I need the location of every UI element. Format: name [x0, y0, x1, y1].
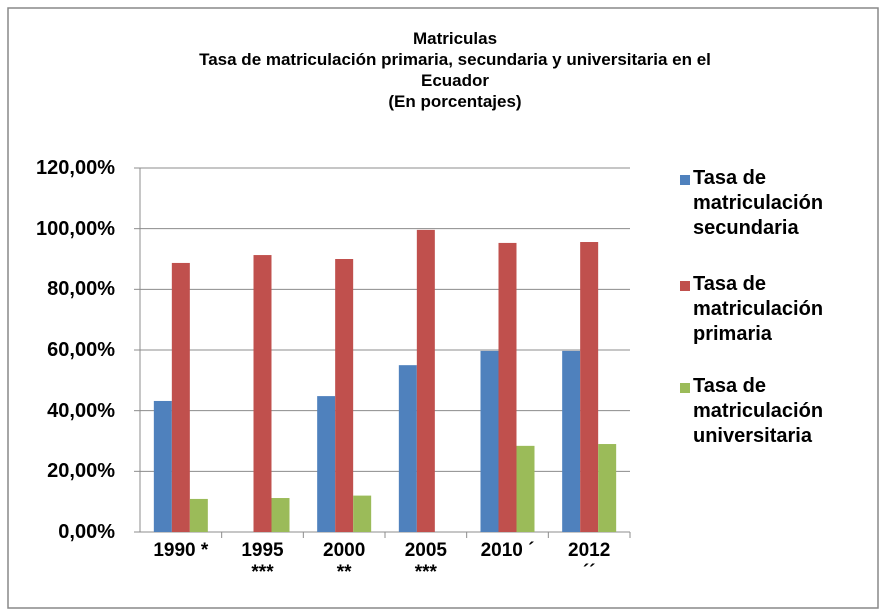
y-tick-label: 20,00%	[47, 460, 115, 483]
legend-swatch	[680, 175, 690, 185]
bar	[335, 259, 354, 532]
x-tick-label: 1990 *	[153, 540, 209, 561]
chart-subtitle: Tasa de matriculación primaria, secundar…	[199, 50, 711, 90]
x-tick-label: 1995 ***	[241, 540, 284, 583]
y-tick-label: 120,00%	[36, 157, 115, 179]
bar	[562, 350, 581, 532]
chart-title: Matriculas	[412, 29, 498, 48]
x-tick-label: 2010 ´	[480, 540, 535, 561]
bar	[480, 350, 499, 532]
legend-label: Tasa de matriculación secundaria	[693, 167, 824, 239]
chart-border	[7, 7, 879, 609]
y-tick-label: 100,00%	[36, 217, 115, 240]
legend-swatch	[680, 383, 690, 393]
bar	[189, 498, 208, 532]
titles: Matriculas Tasa de matriculación primari…	[90, 28, 820, 112]
bar	[498, 242, 517, 532]
chart-units: (En porcentajes)	[388, 92, 522, 111]
bar	[253, 255, 272, 532]
bar	[580, 242, 599, 532]
bar	[353, 495, 372, 532]
x-tick-label: 2012 ´´	[568, 540, 611, 583]
legend-swatch	[680, 281, 690, 291]
y-tick-label: 0,00%	[58, 521, 115, 543]
y-tick-label: 80,00%	[47, 278, 115, 301]
bar	[271, 498, 290, 532]
y-tick-label: 40,00%	[47, 399, 115, 422]
legend-label: Tasa de matriculación primaria	[693, 273, 824, 345]
bar	[153, 400, 172, 532]
bar	[171, 262, 190, 532]
x-tick-label: 2000 **	[323, 540, 366, 583]
y-tick-label: 60,00%	[47, 339, 115, 361]
bar	[516, 445, 535, 532]
bar	[398, 365, 417, 532]
bar	[416, 229, 435, 532]
x-tick-label: 2005 ***	[404, 540, 447, 583]
bar	[598, 444, 617, 532]
bar	[317, 396, 336, 532]
legend-label: Tasa de matriculación universitaria	[693, 375, 824, 447]
